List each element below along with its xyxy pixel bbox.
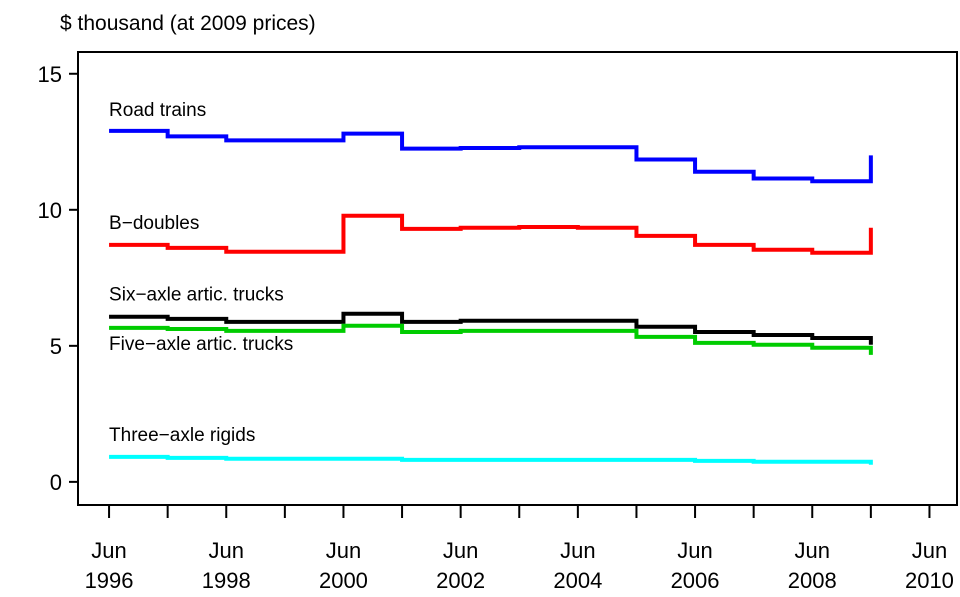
- series-label: Road trains: [109, 100, 206, 121]
- y-tick-label: 10: [38, 198, 62, 223]
- x-tick-label: Jun 2008: [787, 538, 837, 593]
- series-line: [109, 128, 873, 184]
- x-tick-label: Jun 2002: [436, 538, 486, 593]
- x-tick-label: Jun 2006: [670, 538, 720, 593]
- plot-frame: [77, 51, 958, 506]
- y-tick-label: 5: [50, 334, 62, 359]
- series-line: [109, 213, 873, 255]
- series-line: [109, 454, 873, 465]
- y-tick-label: 15: [38, 62, 62, 87]
- series-line: [109, 323, 873, 355]
- series-label: Five−axle artic. trucks: [109, 334, 293, 355]
- series-label: Three−axle rigids: [109, 425, 255, 446]
- y-tick-label: 0: [50, 470, 62, 495]
- y-axis-label: $ thousand (at 2009 prices): [60, 12, 316, 35]
- series-label: B−doubles: [109, 213, 199, 234]
- series-line: [109, 311, 873, 345]
- x-tick-label: Jun 2000: [318, 538, 368, 593]
- x-tick-label: Jun 2010: [904, 538, 954, 593]
- x-tick-label: Jun 1998: [201, 538, 251, 593]
- x-tick-label: Jun 2004: [553, 538, 603, 593]
- x-tick-label: Jun 1996: [84, 538, 134, 593]
- series-label: Six−axle artic. trucks: [109, 285, 284, 306]
